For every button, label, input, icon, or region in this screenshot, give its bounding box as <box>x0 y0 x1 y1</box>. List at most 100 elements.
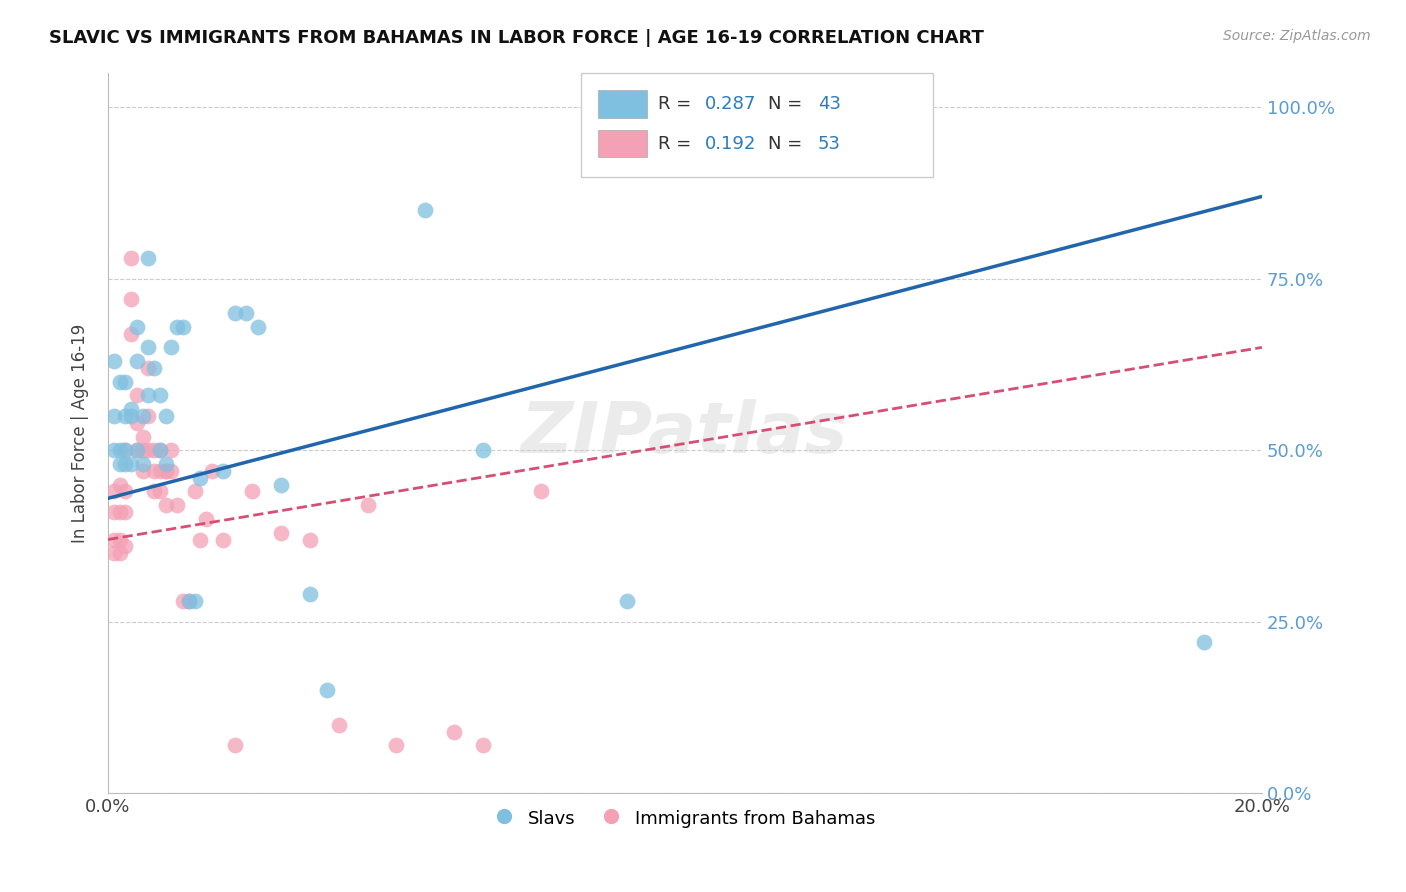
Point <box>177 594 200 608</box>
Text: Source: ZipAtlas.com: Source: ZipAtlas.com <box>1223 29 1371 43</box>
Point <box>224 306 246 320</box>
Point <box>114 409 136 423</box>
Point <box>120 402 142 417</box>
Point <box>131 464 153 478</box>
FancyBboxPatch shape <box>581 73 934 178</box>
Point <box>108 443 131 458</box>
Point <box>443 724 465 739</box>
Point <box>149 484 172 499</box>
Point <box>131 443 153 458</box>
Point <box>166 498 188 512</box>
Point <box>143 484 166 499</box>
Point <box>103 409 125 423</box>
Point <box>125 443 148 458</box>
Point <box>120 293 142 307</box>
Point <box>188 471 211 485</box>
Point <box>143 443 166 458</box>
Point <box>125 319 148 334</box>
Text: 43: 43 <box>818 95 841 113</box>
Point <box>195 512 218 526</box>
Point <box>201 464 224 478</box>
Point <box>125 388 148 402</box>
Point <box>114 505 136 519</box>
Point <box>131 429 153 443</box>
Point <box>114 540 136 554</box>
Point <box>356 498 378 512</box>
Text: 53: 53 <box>818 135 841 153</box>
FancyBboxPatch shape <box>599 90 647 118</box>
Point <box>235 306 257 320</box>
Text: 0.192: 0.192 <box>704 135 756 153</box>
Text: 0.287: 0.287 <box>704 95 756 113</box>
Point <box>120 251 142 265</box>
Text: ZIPatlas: ZIPatlas <box>522 399 849 467</box>
Point <box>270 477 292 491</box>
Point <box>212 533 235 547</box>
Point <box>270 525 292 540</box>
Point <box>108 505 131 519</box>
Point <box>114 443 136 458</box>
Point <box>125 416 148 430</box>
Point <box>114 484 136 499</box>
Point <box>1192 635 1215 649</box>
Point <box>188 533 211 547</box>
Point <box>103 533 125 547</box>
Point <box>114 375 136 389</box>
Point <box>316 683 339 698</box>
Y-axis label: In Labor Force | Age 16-19: In Labor Force | Age 16-19 <box>72 324 89 543</box>
Point <box>114 457 136 471</box>
Point <box>328 717 350 731</box>
Point <box>143 464 166 478</box>
Point <box>149 464 172 478</box>
Point <box>172 319 194 334</box>
Point <box>413 203 436 218</box>
Point <box>149 388 172 402</box>
Point <box>246 319 269 334</box>
Point <box>103 505 125 519</box>
Point <box>472 443 495 458</box>
Point <box>125 354 148 368</box>
Point <box>108 533 131 547</box>
Point <box>108 477 131 491</box>
Point <box>120 457 142 471</box>
Point <box>155 464 177 478</box>
Point <box>138 340 160 354</box>
Point <box>120 409 142 423</box>
Point <box>138 443 160 458</box>
Point <box>177 594 200 608</box>
Point <box>183 484 205 499</box>
Point <box>149 443 172 458</box>
Point <box>155 464 177 478</box>
Point <box>143 361 166 376</box>
Point <box>108 375 131 389</box>
Point <box>103 484 125 499</box>
Point <box>103 354 125 368</box>
Point <box>212 464 235 478</box>
Point <box>616 594 638 608</box>
Point <box>155 457 177 471</box>
Point <box>172 594 194 608</box>
Point <box>103 443 125 458</box>
Legend: Slavs, Immigrants from Bahamas: Slavs, Immigrants from Bahamas <box>488 802 882 835</box>
Point <box>240 484 263 499</box>
Point <box>125 443 148 458</box>
Point <box>160 340 183 354</box>
Text: R =: R = <box>658 95 697 113</box>
Point <box>298 587 321 601</box>
Text: N =: N = <box>768 135 808 153</box>
Point <box>298 533 321 547</box>
Point <box>108 546 131 560</box>
Point <box>108 457 131 471</box>
Point <box>131 409 153 423</box>
Text: N =: N = <box>768 95 808 113</box>
Point <box>530 484 553 499</box>
Point <box>385 739 408 753</box>
Point <box>160 443 183 458</box>
Point <box>155 498 177 512</box>
Point <box>155 409 177 423</box>
Point <box>103 546 125 560</box>
Point <box>131 457 153 471</box>
Point <box>138 409 160 423</box>
Point <box>472 739 495 753</box>
Point <box>224 739 246 753</box>
